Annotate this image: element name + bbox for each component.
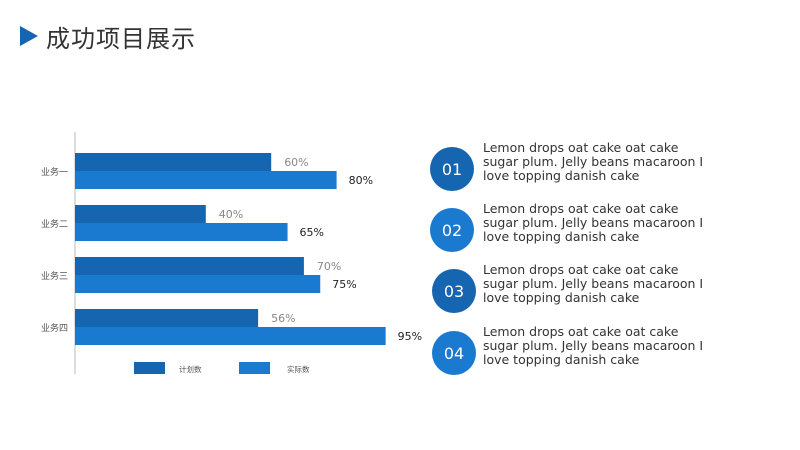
data-label: 60% xyxy=(284,156,308,169)
data-label: 95% xyxy=(398,330,422,343)
item-description: Lemon drops oat cake oat cake sugar plum… xyxy=(483,201,704,244)
legend-label: 实际数 xyxy=(287,364,310,374)
legend-swatch xyxy=(134,362,165,374)
list-item: 02 Lemon drops oat cake oat cake sugar p… xyxy=(430,202,760,258)
bar-actual xyxy=(75,171,337,189)
bar-actual xyxy=(75,223,288,241)
list-item: 03 Lemon drops oat cake oat cake sugar p… xyxy=(430,263,760,319)
number-badge: 01 xyxy=(430,147,474,191)
legend-label: 计划数 xyxy=(179,364,202,374)
bar-plan xyxy=(75,205,206,223)
bar-plan xyxy=(75,153,272,171)
page-header: 成功项目展示 xyxy=(20,20,196,53)
page-title: 成功项目展示 xyxy=(46,24,196,53)
data-label: 80% xyxy=(349,174,373,187)
category-label: 业务一 xyxy=(41,166,68,178)
category-label: 业务四 xyxy=(41,322,68,334)
data-label: 70% xyxy=(317,260,341,273)
item-description: Lemon drops oat cake oat cake sugar plum… xyxy=(483,324,704,367)
bar-plan xyxy=(75,309,259,327)
category-label: 业务二 xyxy=(41,218,68,230)
bar-plan xyxy=(75,257,304,275)
bar-actual xyxy=(75,275,321,293)
data-label: 65% xyxy=(300,226,324,239)
item-description: Lemon drops oat cake oat cake sugar plum… xyxy=(483,262,704,305)
data-label: 56% xyxy=(271,312,295,325)
bar-actual xyxy=(75,327,386,345)
data-label: 75% xyxy=(332,278,356,291)
list-item: 04 Lemon drops oat cake oat cake sugar p… xyxy=(430,325,760,381)
legend-swatch xyxy=(239,362,270,374)
number-badge: 04 xyxy=(432,331,476,375)
number-badge: 02 xyxy=(430,208,474,252)
category-label: 业务三 xyxy=(41,270,68,282)
play-arrow-icon xyxy=(20,26,38,46)
list-item: 01 Lemon drops oat cake oat cake sugar p… xyxy=(430,141,760,197)
data-label: 40% xyxy=(219,208,243,221)
item-description: Lemon drops oat cake oat cake sugar plum… xyxy=(483,140,704,183)
number-badge: 03 xyxy=(432,269,476,313)
